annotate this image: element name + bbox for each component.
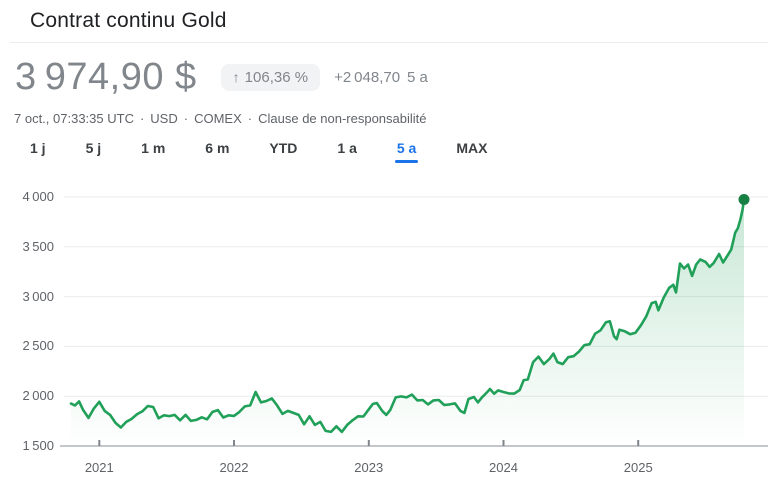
x-axis-label: 2023 [354, 460, 384, 475]
disclaimer-link[interactable]: Clause de non-responsabilité [258, 111, 427, 126]
range-tab-1a[interactable]: 1 a [337, 140, 357, 156]
change-percent-value: 106,36 % [244, 68, 309, 86]
x-axis-label: 2025 [623, 460, 653, 475]
quote-timestamp: 7 oct., 07:33:35 UTC [14, 111, 134, 126]
y-axis-label: 3 500 [22, 238, 54, 254]
y-axis-label: 2 000 [22, 388, 54, 404]
last-price-dot [738, 194, 750, 205]
price-area-fill [71, 199, 744, 446]
price-chart-svg [60, 194, 768, 447]
x-axis-label: 2021 [84, 460, 114, 475]
range-tab-ytd[interactable]: YTD [269, 140, 298, 156]
meta-separator: · [139, 111, 145, 126]
change-percent-badge: ↑ 106,36 % [220, 63, 321, 91]
meta-separator: · [247, 111, 253, 126]
range-tab-bar: 1 j 5 j 1 m 6 m YTD 1 a 5 a MAX [30, 140, 488, 163]
page-title: Contrat continu Gold [30, 9, 227, 32]
header-divider [10, 42, 768, 43]
range-tab-6m[interactable]: 6 m [205, 140, 230, 156]
range-tab-5a[interactable]: 5 a [394, 140, 419, 163]
current-price: 3 974,90 $ [15, 56, 197, 98]
x-axis-label: 2022 [219, 460, 249, 475]
range-tab-max[interactable]: MAX [456, 140, 488, 156]
change-absolute: +2 048,70 5 a [334, 69, 428, 86]
quote-exchange: COMEX [194, 111, 242, 126]
quote-currency: USD [150, 111, 178, 126]
range-tab-1j[interactable]: 1 j [30, 140, 46, 156]
quote-meta: 7 oct., 07:33:35 UTC · USD · COMEX · Cla… [14, 111, 427, 126]
price-line [69, 198, 746, 434]
y-axis-label: 1 500 [22, 438, 54, 453]
range-tab-5j[interactable]: 5 j [85, 140, 102, 156]
price-chart[interactable]: 1 500 2 000 2 500 3 000 3 500 4 000 2021 2022 2… [0, 175, 768, 492]
range-tab-1m[interactable]: 1 m [141, 140, 166, 156]
change-period-label: 5 a [407, 68, 428, 86]
change-absolute-value: +2 048,70 [334, 68, 401, 86]
x-axis-label: 2024 [489, 460, 518, 475]
up-arrow-icon: ↑ [232, 69, 240, 85]
y-axis-label: 4 000 [22, 189, 54, 204]
quote-summary: 3 974,90 $ ↑ 106,36 % +2 048,70 5 a [15, 56, 428, 98]
meta-separator: · [183, 111, 189, 126]
y-axis-label: 3 000 [22, 288, 54, 304]
y-axis-label: 2 500 [22, 338, 54, 354]
